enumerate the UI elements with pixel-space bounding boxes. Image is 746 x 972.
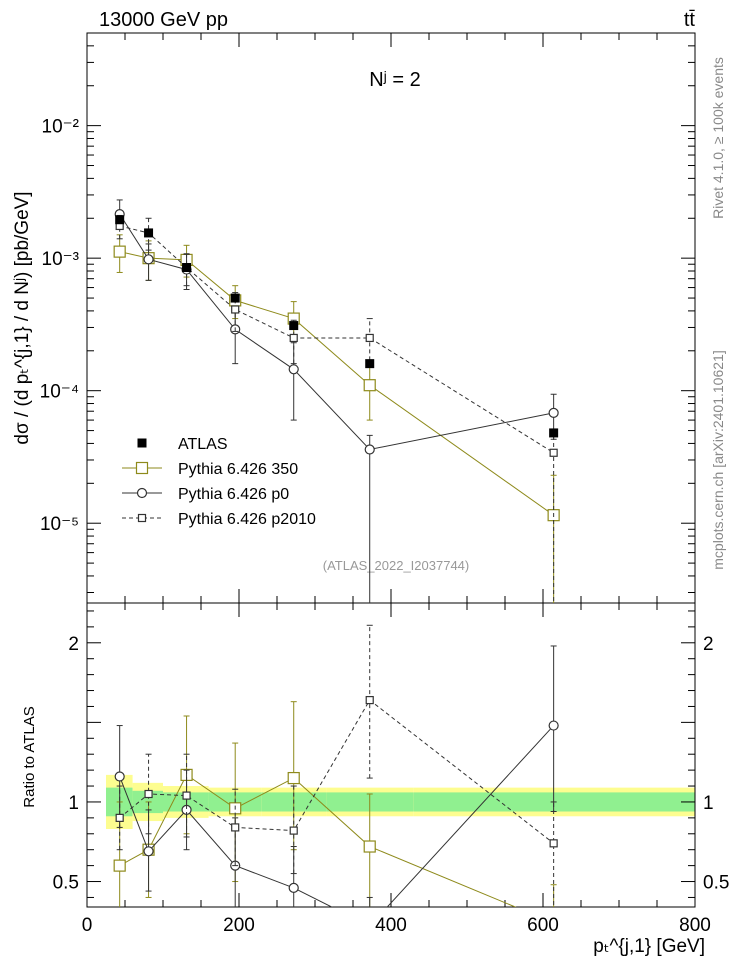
point-atlas [549,428,559,438]
point-p2010 [144,789,153,799]
legend-label: Pythia 6.426 p2010 [178,511,316,528]
point-p0 [143,846,154,857]
legend-marker-p350 [135,461,149,475]
point-p0 [288,882,299,894]
rivet-label: Rivet 4.1.0, ≥ 100k events [710,57,726,219]
xtick-label: 0 [82,915,93,936]
point-p0 [548,407,559,418]
point-p0 [143,254,154,265]
legend-label: Pythia 6.426 350 [178,461,298,478]
legend-label: Pythia 6.426 p0 [178,486,289,503]
series-p350-main [113,234,560,603]
point-p0 [114,771,125,782]
point-p0 [365,922,374,931]
series-line-p0 [119,213,554,451]
mcplots-label: mcplots.cern.ch [arXiv:2401.10621] [710,350,726,569]
point-atlas [144,228,154,238]
ratio-band-group [106,774,695,830]
point-atlas [115,215,125,225]
main-ytick-label: 10⁻² [42,117,80,138]
ratio-ytick-label: 2 [68,634,79,655]
xlabel: pₜ^{j,1} [GeV] [593,936,705,957]
point-p0 [548,720,559,731]
xtick-label: 200 [223,915,255,936]
series-p2010-ratio [115,624,558,907]
point-p2010 [549,448,558,457]
point-p350 [287,771,300,785]
legend-marker-p0 [136,487,148,499]
point-p2010 [289,333,298,343]
ratio-ytick-label: 1 [68,793,79,814]
legend-marker-atlas [137,438,147,448]
ratio-ylabel: Ratio to ATLAS [21,706,38,807]
point-p0 [288,364,299,375]
chart-layer: 10⁻⁵ 10⁻⁴ 10⁻³ 10⁻² 0.5 0.5 1 1 2 2 0 200 400 600 800 A… [40,32,729,936]
point-p0 [364,444,375,455]
point-atlas [289,321,299,331]
series-p2010-main [115,214,558,603]
point-p2010 [549,839,558,848]
legend-marker-p2010 [137,513,147,523]
point-p350 [113,859,126,872]
xtick-label: 400 [375,915,407,936]
point-p2010 [182,791,191,800]
series-atlas [115,215,559,438]
ratio-ytick-label-right: 0.5 [703,873,729,894]
point-p2010 [289,826,298,835]
xtick-label: 800 [679,915,711,936]
main-ylabel: dσ / (d pₜ^{j,1} / d Nʲ) [pb/GeV] [12,191,33,444]
point-atlas [182,263,192,273]
point-p350 [113,245,126,258]
point-p2010 [115,813,124,822]
header-left-label: 13000 GeV pp [99,9,228,31]
point-p2010 [231,823,240,832]
main-ytick-label: 10⁻⁵ [40,514,79,535]
ratio-ytick-label-right: 2 [703,634,714,655]
point-p350 [363,379,376,392]
point-atlas [365,359,375,369]
point-p2010 [365,333,374,343]
header-right-label: tt̄ [684,9,696,31]
ratio-band-inner [163,792,209,812]
ratio-ytick-label-right: 1 [703,793,714,814]
point-atlas [230,293,240,303]
main-ytick-label: 10⁻⁴ [40,382,79,403]
legend-label: ATLAS [178,436,228,453]
analysis-id-label: (ATLAS_2022_I2037744) [323,558,469,573]
ratio-ytick-label: 0.5 [53,873,79,894]
point-p350 [363,840,376,853]
xtick-label: 600 [527,915,559,936]
main-ytick-label: 10⁻³ [42,249,80,270]
panel-label: Nʲ = 2 [369,69,421,91]
point-p2010 [365,695,374,705]
point-p2010 [231,305,240,314]
ratio-frame [86,602,696,908]
